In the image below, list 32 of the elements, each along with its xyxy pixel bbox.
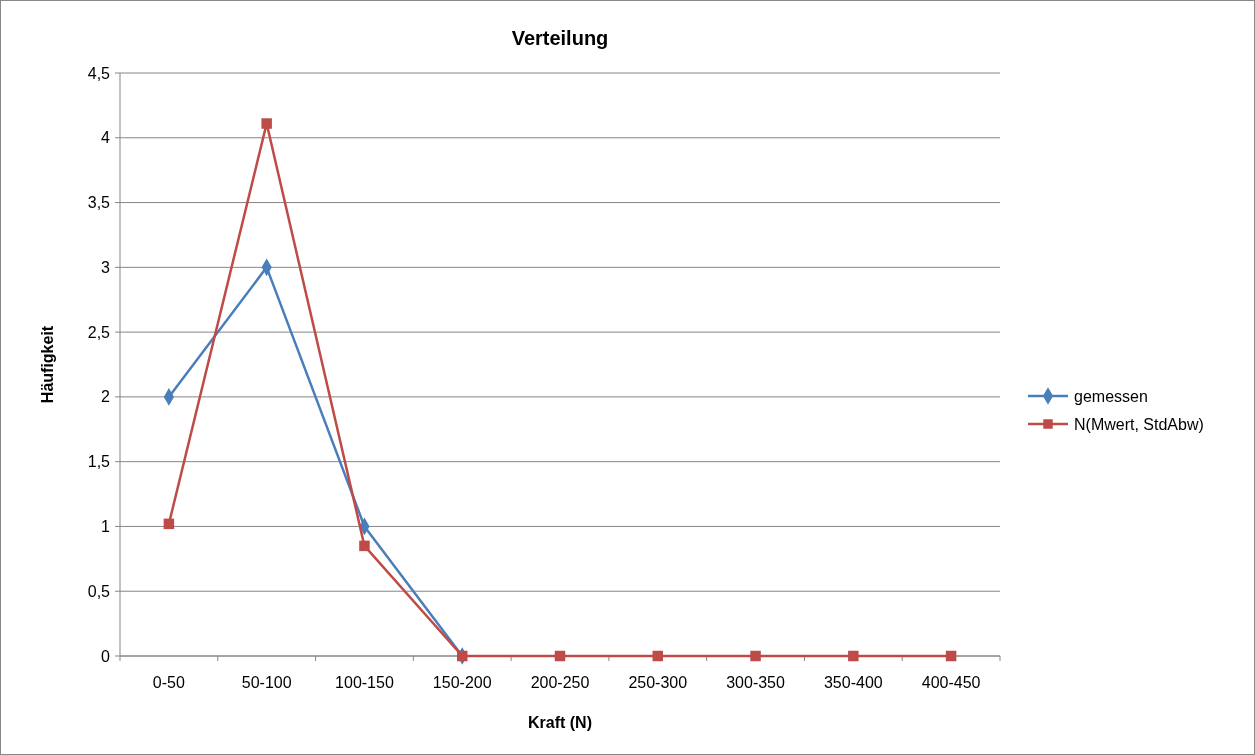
legend-label: gemessen [1074,387,1148,405]
y-tick-label: 0 [101,647,111,665]
x-tick-label: 100-150 [335,674,394,691]
point [848,650,859,662]
point [261,118,272,129]
x-tick-label: 400-450 [921,674,981,691]
point [163,518,175,530]
x-tick-label: 350-400 [823,674,883,691]
point [359,540,370,552]
legend-label: N(Mwert, StdAbw) [1074,415,1204,433]
point [554,650,566,662]
x-tick-label: 200-250 [530,674,590,691]
x-tick-label: 0-50 [152,674,185,691]
point [652,650,664,662]
chart-title: Verteilung [511,27,609,49]
y-tick-label: 3 [101,258,111,276]
y-tick-label: 1 [101,518,111,536]
x-tick-label: 250-300 [628,674,688,691]
y-tick-label: 0,5 [87,582,111,600]
point [945,650,957,662]
y-tick-label: 2 [101,388,111,406]
x-axis-title: Kraft (N) [528,714,592,731]
point [750,650,761,662]
y-tick-label: 4 [101,129,111,147]
x-tick-label: 50-100 [241,674,292,691]
x-tick-label: 150-200 [432,674,492,691]
y-tick-label: 4,5 [87,64,111,82]
x-tick-label: 300-350 [726,674,786,691]
y-tick-label: 1,5 [87,453,111,471]
y-tick-label: 2,5 [87,323,111,341]
y-axis-title: Häufigkeit [39,325,56,404]
y-tick-label: 3,5 [87,194,111,212]
